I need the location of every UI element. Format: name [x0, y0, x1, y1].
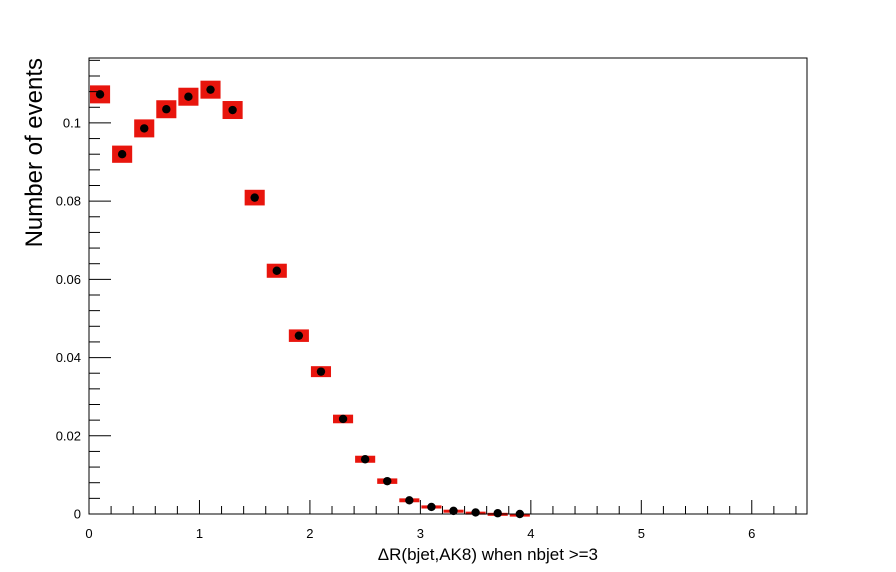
plot-frame: [88, 57, 808, 515]
data-point: [427, 502, 436, 512]
y-axis-title: Number of events: [21, 58, 48, 247]
data-point: [184, 92, 193, 101]
data-point: [250, 193, 259, 202]
x-tick-label: 5: [638, 526, 645, 541]
data-point: [162, 105, 171, 114]
data-point: [493, 509, 502, 518]
x-tick-label: 4: [527, 526, 534, 541]
axes: [88, 57, 808, 515]
data-point: [140, 124, 149, 133]
data-point: [449, 506, 458, 516]
y-tick-label: 0: [74, 507, 81, 522]
x-tick-label: 1: [196, 526, 203, 541]
x-tick-label: 6: [748, 526, 755, 541]
data-point: [272, 266, 281, 275]
data-point: [338, 414, 348, 424]
data-point: [405, 496, 414, 505]
y-tick-label: 0.08: [56, 194, 81, 209]
data-point: [383, 476, 392, 486]
error-bands: [90, 80, 530, 517]
data-point: [95, 90, 105, 99]
x-tick-label: 3: [417, 526, 424, 541]
y-tick-label: 0.04: [56, 350, 81, 365]
data-point: [294, 331, 304, 340]
x-axis-title: ΔR(bjet,AK8) when nbjet >=3: [378, 545, 598, 564]
x-tick-label: 2: [306, 526, 313, 541]
y-tick-label: 0.1: [63, 115, 81, 130]
x-axis-ticks: 0 1 2 3 4 5 6: [85, 500, 797, 541]
x-tick-label: 0: [85, 526, 92, 541]
data-points: [95, 85, 524, 519]
data-point: [471, 508, 480, 517]
data-point: [228, 105, 237, 115]
y-tick-label: 0.02: [56, 428, 81, 443]
data-point: [316, 367, 326, 376]
data-point: [117, 150, 127, 159]
data-point: [206, 85, 215, 94]
y-tick-label: 0.06: [56, 272, 81, 287]
y-axis-ticks: 0 0.02 0.04 0.06 0.08 0.1: [56, 59, 111, 522]
data-point: [360, 455, 370, 464]
